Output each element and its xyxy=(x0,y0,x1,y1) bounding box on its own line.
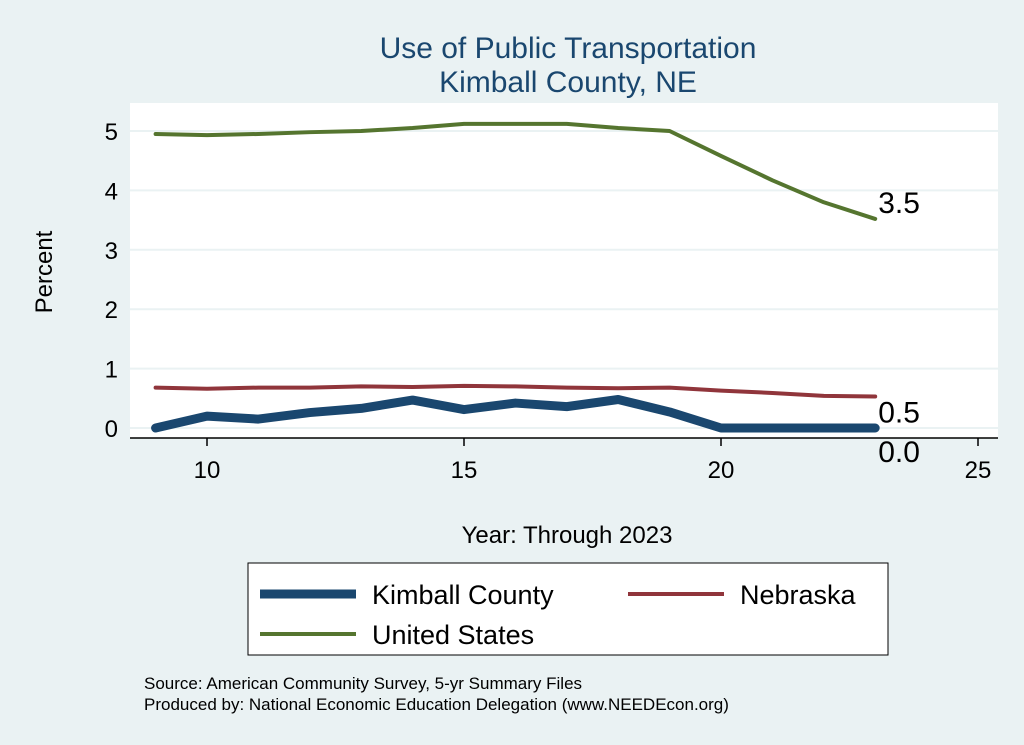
x-tick-label: 20 xyxy=(708,457,735,484)
x-axis-label: Year: Through 2023 xyxy=(462,522,673,549)
legend-label: Kimball County xyxy=(372,580,554,610)
y-tick-label: 4 xyxy=(105,178,118,205)
source-note: Source: American Community Survey, 5-yr … xyxy=(144,674,582,693)
x-tick-label: 25 xyxy=(965,457,992,484)
legend-label: Nebraska xyxy=(740,580,857,610)
end-label: 0.0 xyxy=(878,436,920,469)
y-tick-label: 2 xyxy=(105,297,118,324)
y-tick-label: 1 xyxy=(105,357,118,384)
chart-subtitle: Kimball County, NE xyxy=(439,66,697,99)
chart-title: Use of Public Transportation xyxy=(380,32,757,65)
end-label: 3.5 xyxy=(878,187,920,220)
legend-label: United States xyxy=(372,620,534,650)
series-line-nebraska xyxy=(153,383,878,399)
plot-area xyxy=(130,103,998,438)
y-tick-label: 0 xyxy=(105,416,118,443)
produced-note: Produced by: National Economic Education… xyxy=(144,695,729,714)
end-label: 0.5 xyxy=(878,397,920,430)
x-tick-label: 10 xyxy=(194,457,221,484)
series-line-kimball-county xyxy=(151,394,880,433)
series-line-united-states xyxy=(153,121,878,221)
y-axis-label: Percent xyxy=(31,230,58,313)
x-tick-label: 15 xyxy=(451,457,478,484)
y-tick-label: 5 xyxy=(105,119,118,146)
legend xyxy=(247,562,889,656)
y-tick-label: 3 xyxy=(105,238,118,265)
